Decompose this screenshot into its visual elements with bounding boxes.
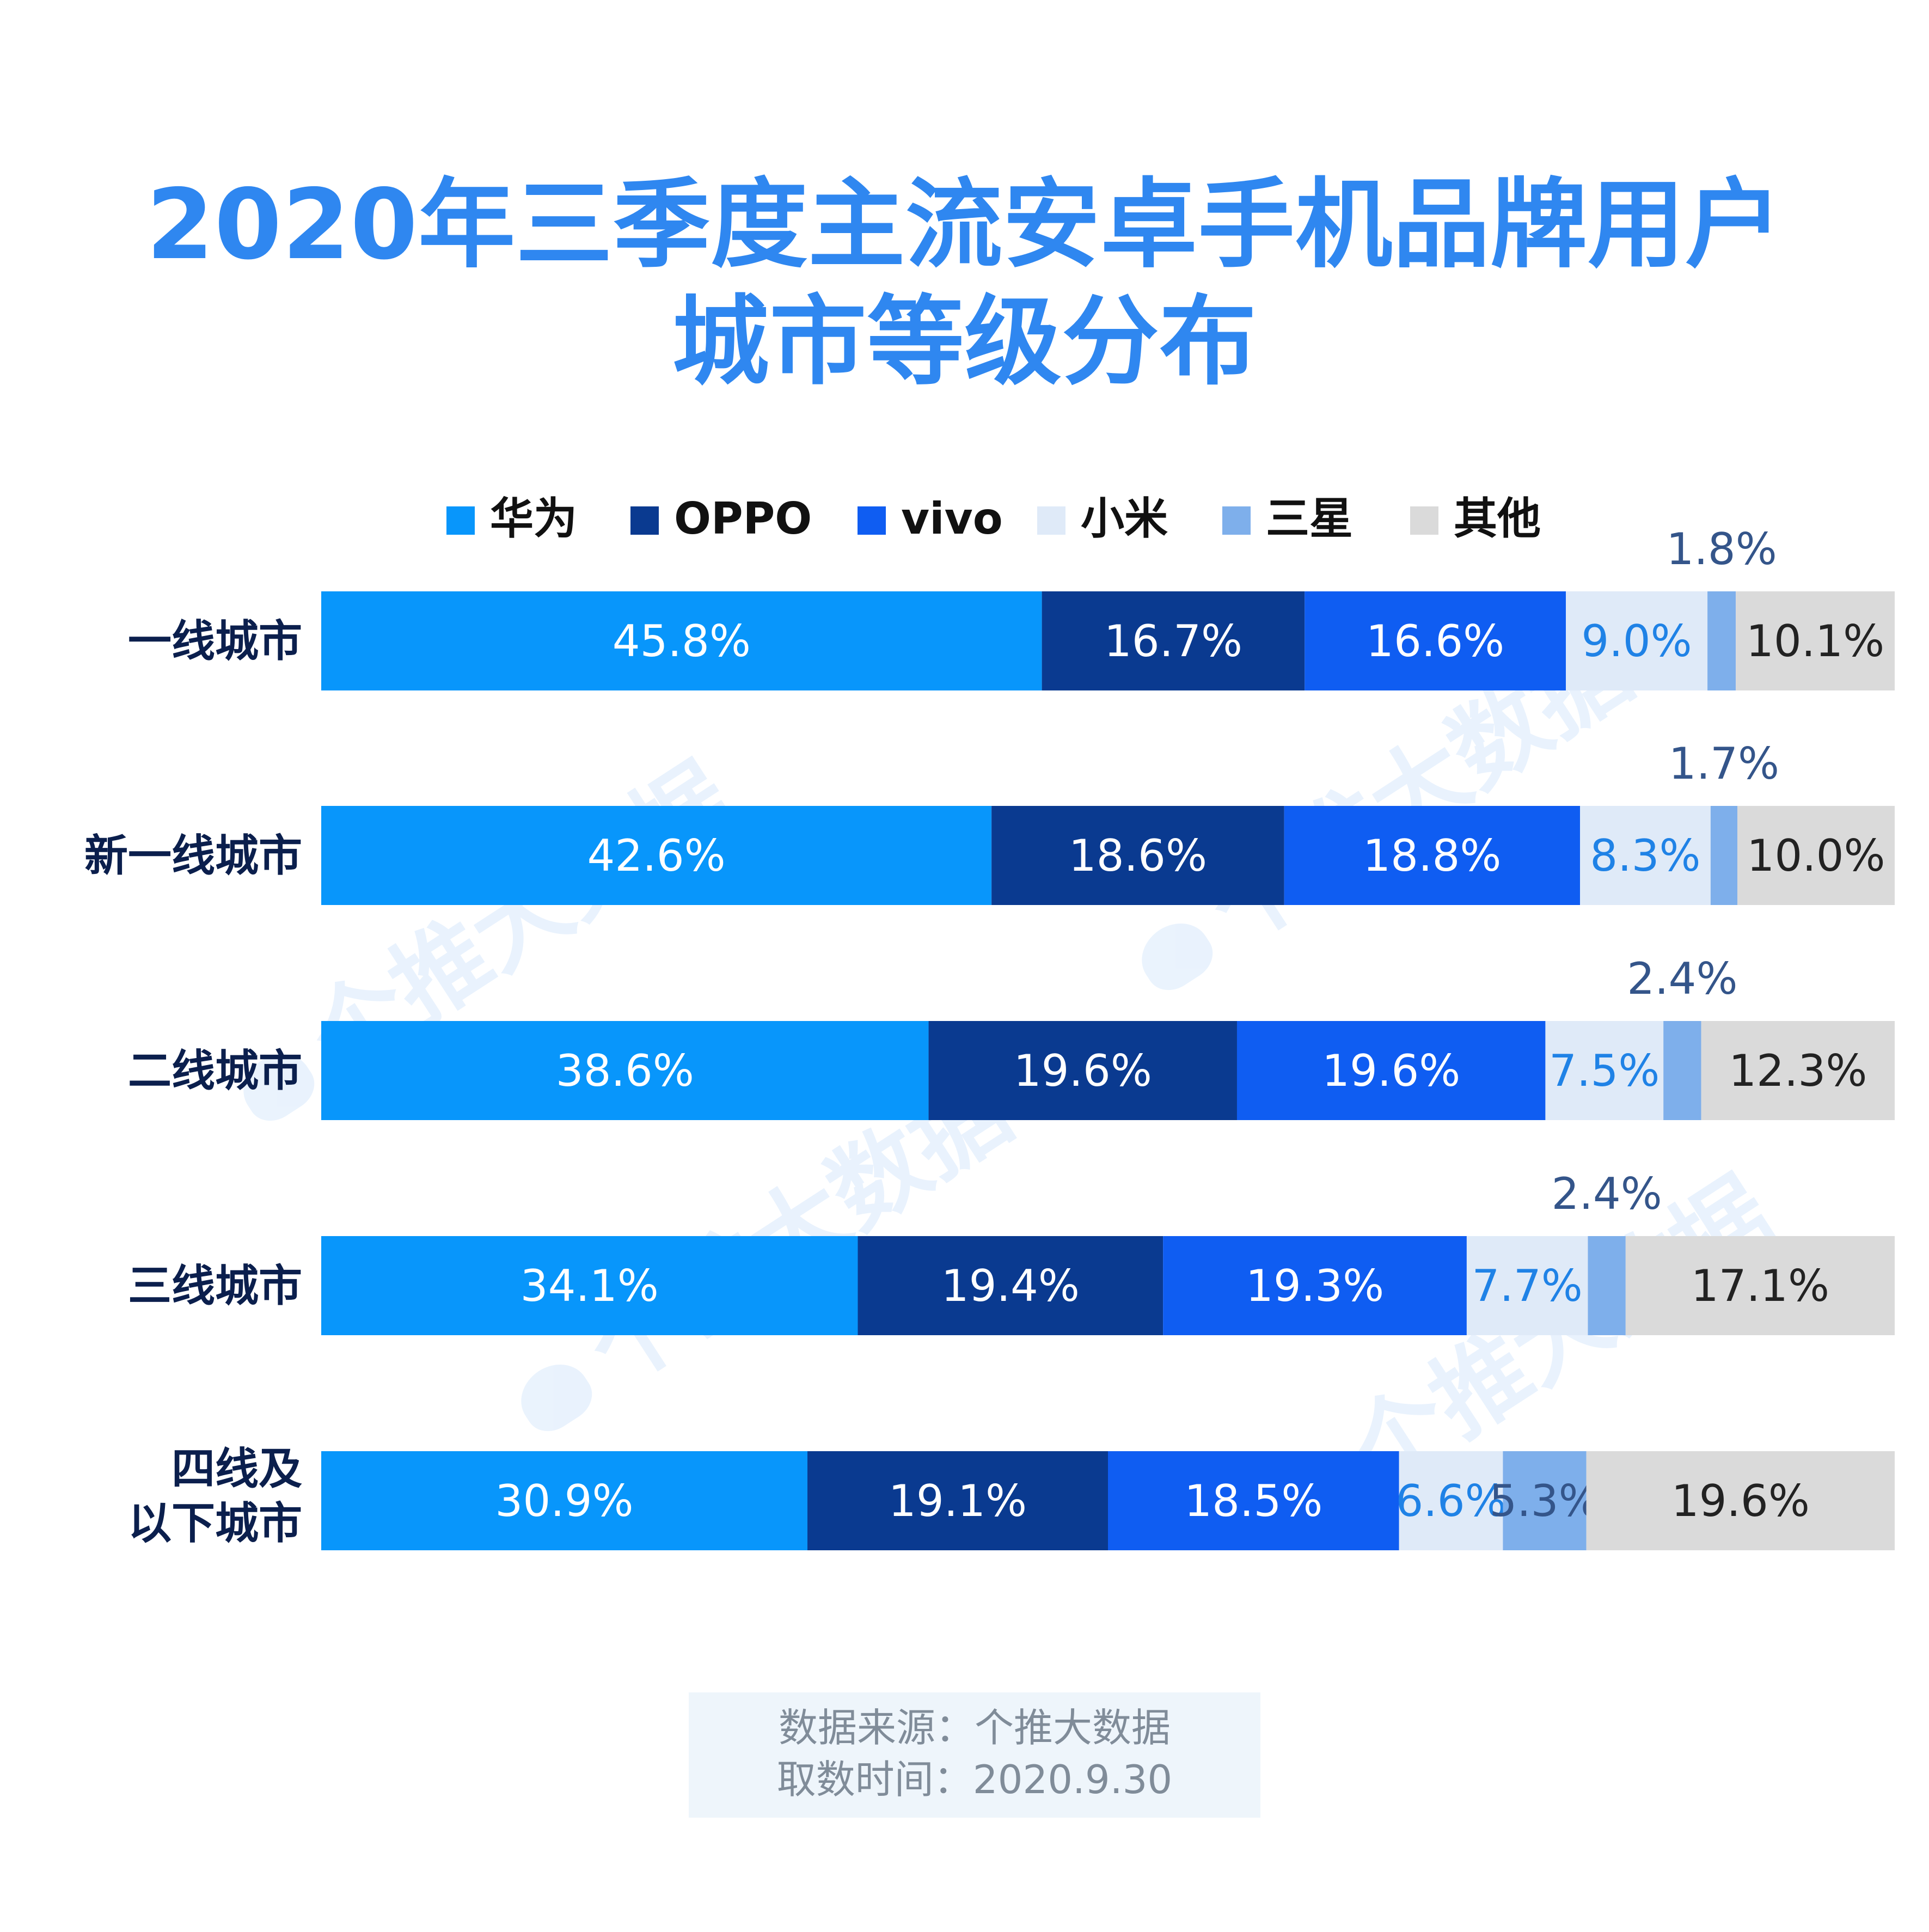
data-label: 17.1% (1691, 1261, 1829, 1311)
data-label: 1.7% (1669, 738, 1779, 789)
bar-segment (807, 1451, 1108, 1550)
bar-segment (1545, 1021, 1664, 1120)
data-label: 19.4% (941, 1261, 1080, 1311)
data-label: 10.1% (1746, 616, 1884, 667)
legend-swatch-1 (630, 506, 659, 535)
bar-segment (1663, 1021, 1701, 1120)
bar-segment (321, 1021, 929, 1120)
source-note: 数据来源：个推大数据 取数时间：2020.9.30 (689, 1692, 1260, 1818)
data-label: 38.6% (556, 1046, 694, 1096)
bar-segment (1466, 1236, 1588, 1335)
source-line: 数据来源：个推大数据 (778, 1705, 1171, 1751)
bar-segment (1701, 1021, 1895, 1120)
data-label: 19.6% (1014, 1046, 1152, 1096)
data-label: 7.7% (1472, 1261, 1583, 1311)
bar-segment (321, 1236, 858, 1335)
data-label: 45.8% (613, 616, 751, 667)
chart-title: 2020年三季度主流安卓手机品牌用户 城市等级分布 (0, 166, 1929, 400)
stacked-bar-chart: 华为 OPPO vivo 小米 三星 其他 一线城市 45.8% 16.7% 16.6% 9.0%… (84, 493, 1895, 1550)
title-line-2: 城市等级分布 (672, 285, 1257, 398)
bar-segment (1588, 1236, 1626, 1335)
data-label: 16.6% (1366, 616, 1504, 667)
category-label: 新一线城市 (84, 830, 302, 881)
bar-segment (1586, 1451, 1895, 1550)
title-line-1: 2020年三季度主流安卓手机品牌用户 (146, 168, 1783, 281)
legend-swatch-4 (1222, 506, 1251, 535)
data-label: 9.0% (1581, 616, 1692, 667)
bar-segment (1163, 1236, 1467, 1335)
legend-swatch-5 (1410, 506, 1438, 535)
data-label: 1.8% (1666, 524, 1777, 574)
data-label: 19.6% (1322, 1046, 1460, 1096)
legend-label-0: 华为 (490, 493, 577, 544)
bar-segment (1305, 591, 1566, 690)
bar-segment (1108, 1451, 1399, 1550)
legend-label-4: 三星 (1266, 493, 1353, 544)
data-label: 6.6% (1395, 1476, 1506, 1526)
bar-segment (1236, 1021, 1546, 1120)
bar-segment (1503, 1451, 1587, 1550)
bar-segment (1707, 591, 1736, 690)
data-label: 10.0% (1747, 830, 1885, 881)
legend-swatch-3 (1037, 506, 1065, 535)
category-label: 四线及 (172, 1444, 302, 1494)
bar-segment (1736, 591, 1895, 690)
bar-segment (1399, 1451, 1503, 1550)
data-label: 19.3% (1246, 1261, 1384, 1311)
legend-swatch-2 (858, 506, 886, 535)
bar-segment (321, 806, 992, 905)
bar-segment (1625, 1236, 1895, 1335)
category-label: 三线城市 (128, 1261, 302, 1311)
legend-label-5: 其他 (1454, 493, 1541, 544)
data-label: 16.7% (1104, 616, 1242, 667)
data-label: 2.4% (1552, 1169, 1662, 1219)
data-label: 34.1% (520, 1261, 659, 1311)
legend-label-2: vivo (901, 493, 1003, 544)
data-label: 18.6% (1069, 830, 1207, 881)
bar-segment (321, 591, 1042, 690)
bars: 一线城市 45.8% 16.7% 16.6% 9.0% 1.8% 10.1% 新一线城市 42.… (84, 524, 1895, 1550)
fetch-time-line: 取数时间：2020.9.30 (776, 1757, 1173, 1802)
bar-segment (858, 1236, 1163, 1335)
data-label: 8.3% (1590, 830, 1700, 881)
bar-segment (1710, 806, 1737, 905)
legend: 华为 OPPO vivo 小米 三星 其他 (446, 493, 1541, 544)
data-label: 12.3% (1729, 1046, 1867, 1096)
data-label: 42.6% (587, 830, 725, 881)
legend-label-3: 小米 (1081, 493, 1168, 544)
legend-swatch-0 (446, 506, 475, 535)
data-label: 30.9% (495, 1476, 633, 1526)
data-label: 18.8% (1363, 830, 1501, 881)
legend-label-1: OPPO (674, 493, 812, 544)
data-label: 19.6% (1671, 1476, 1810, 1526)
category-label: 一线城市 (128, 616, 302, 667)
data-label: 18.5% (1184, 1476, 1322, 1526)
category-label: 二线城市 (128, 1046, 302, 1096)
data-label: 5.3% (1489, 1476, 1600, 1526)
bar-segment (1284, 806, 1580, 905)
bar-segment (991, 806, 1284, 905)
bar-segment (1737, 806, 1895, 905)
bar-segment (1565, 591, 1708, 690)
bar-segment (1042, 591, 1305, 690)
category-label: 以下城市 (128, 1498, 302, 1549)
data-label: 7.5% (1549, 1046, 1659, 1096)
data-label: 2.4% (1627, 953, 1737, 1004)
data-label: 19.1% (889, 1476, 1027, 1526)
bar-segment (928, 1021, 1237, 1120)
bar-segment (321, 1451, 808, 1550)
bar-segment (1580, 806, 1711, 905)
